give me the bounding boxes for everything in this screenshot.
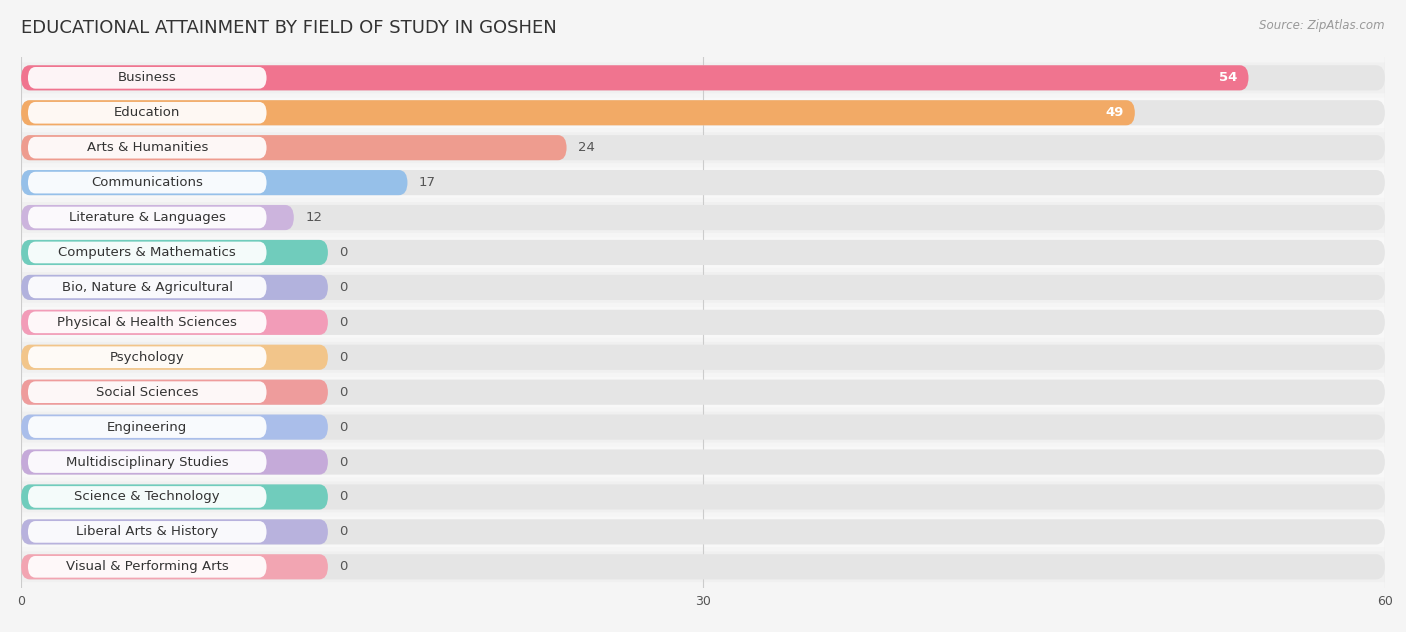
FancyBboxPatch shape	[21, 205, 1385, 230]
FancyBboxPatch shape	[21, 275, 328, 300]
Text: Communications: Communications	[91, 176, 204, 189]
FancyBboxPatch shape	[28, 521, 267, 543]
FancyBboxPatch shape	[21, 415, 328, 440]
FancyBboxPatch shape	[28, 137, 267, 159]
FancyBboxPatch shape	[21, 344, 1385, 370]
FancyBboxPatch shape	[28, 451, 267, 473]
Text: 0: 0	[339, 316, 347, 329]
FancyBboxPatch shape	[28, 172, 267, 193]
FancyBboxPatch shape	[21, 310, 1385, 335]
FancyBboxPatch shape	[21, 205, 294, 230]
FancyBboxPatch shape	[21, 484, 328, 509]
FancyBboxPatch shape	[21, 240, 328, 265]
FancyBboxPatch shape	[21, 135, 1385, 161]
FancyBboxPatch shape	[21, 167, 1385, 198]
Text: Multidisciplinary Studies: Multidisciplinary Studies	[66, 456, 229, 468]
FancyBboxPatch shape	[21, 520, 1385, 544]
Text: Psychology: Psychology	[110, 351, 184, 364]
FancyBboxPatch shape	[21, 97, 1385, 128]
FancyBboxPatch shape	[21, 275, 1385, 300]
Text: 0: 0	[339, 525, 347, 538]
FancyBboxPatch shape	[21, 484, 1385, 509]
FancyBboxPatch shape	[21, 380, 328, 404]
Text: Literature & Languages: Literature & Languages	[69, 211, 226, 224]
FancyBboxPatch shape	[21, 447, 1385, 477]
FancyBboxPatch shape	[21, 520, 328, 544]
FancyBboxPatch shape	[21, 240, 1385, 265]
Text: Arts & Humanities: Arts & Humanities	[87, 141, 208, 154]
FancyBboxPatch shape	[21, 554, 1385, 580]
FancyBboxPatch shape	[28, 312, 267, 333]
FancyBboxPatch shape	[21, 100, 1385, 125]
FancyBboxPatch shape	[21, 100, 1135, 125]
FancyBboxPatch shape	[21, 377, 1385, 408]
FancyBboxPatch shape	[21, 63, 1385, 93]
Text: Liberal Arts & History: Liberal Arts & History	[76, 525, 218, 538]
FancyBboxPatch shape	[21, 380, 1385, 404]
FancyBboxPatch shape	[28, 67, 267, 88]
FancyBboxPatch shape	[21, 202, 1385, 233]
FancyBboxPatch shape	[21, 237, 1385, 268]
FancyBboxPatch shape	[21, 65, 1249, 90]
Text: 17: 17	[419, 176, 436, 189]
FancyBboxPatch shape	[28, 416, 267, 438]
Text: Physical & Health Sciences: Physical & Health Sciences	[58, 316, 238, 329]
FancyBboxPatch shape	[21, 554, 328, 580]
Text: EDUCATIONAL ATTAINMENT BY FIELD OF STUDY IN GOSHEN: EDUCATIONAL ATTAINMENT BY FIELD OF STUDY…	[21, 19, 557, 37]
Text: 49: 49	[1105, 106, 1123, 119]
FancyBboxPatch shape	[28, 556, 267, 578]
Text: 0: 0	[339, 421, 347, 434]
FancyBboxPatch shape	[21, 344, 328, 370]
Text: Social Sciences: Social Sciences	[96, 386, 198, 399]
FancyBboxPatch shape	[28, 241, 267, 264]
Text: Education: Education	[114, 106, 180, 119]
FancyBboxPatch shape	[21, 65, 1385, 90]
FancyBboxPatch shape	[21, 310, 328, 335]
FancyBboxPatch shape	[21, 272, 1385, 303]
FancyBboxPatch shape	[21, 482, 1385, 513]
FancyBboxPatch shape	[28, 277, 267, 298]
FancyBboxPatch shape	[28, 102, 267, 124]
Text: 0: 0	[339, 456, 347, 468]
Text: 0: 0	[339, 490, 347, 504]
FancyBboxPatch shape	[21, 135, 567, 161]
Text: 0: 0	[339, 246, 347, 259]
FancyBboxPatch shape	[21, 170, 408, 195]
Text: 24: 24	[578, 141, 595, 154]
FancyBboxPatch shape	[28, 486, 267, 507]
FancyBboxPatch shape	[21, 415, 1385, 440]
Text: 0: 0	[339, 281, 347, 294]
FancyBboxPatch shape	[28, 346, 267, 368]
Text: Engineering: Engineering	[107, 421, 187, 434]
FancyBboxPatch shape	[21, 170, 1385, 195]
Text: Bio, Nature & Agricultural: Bio, Nature & Agricultural	[62, 281, 233, 294]
FancyBboxPatch shape	[21, 516, 1385, 547]
Text: Business: Business	[118, 71, 177, 84]
Text: Computers & Mathematics: Computers & Mathematics	[59, 246, 236, 259]
FancyBboxPatch shape	[21, 552, 1385, 582]
FancyBboxPatch shape	[21, 307, 1385, 337]
Text: 0: 0	[339, 386, 347, 399]
FancyBboxPatch shape	[28, 207, 267, 228]
FancyBboxPatch shape	[21, 411, 1385, 442]
FancyBboxPatch shape	[21, 449, 1385, 475]
Text: 54: 54	[1219, 71, 1237, 84]
Text: 0: 0	[339, 561, 347, 573]
FancyBboxPatch shape	[21, 342, 1385, 373]
Text: 0: 0	[339, 351, 347, 364]
Text: Visual & Performing Arts: Visual & Performing Arts	[66, 561, 229, 573]
FancyBboxPatch shape	[21, 132, 1385, 163]
Text: Science & Technology: Science & Technology	[75, 490, 221, 504]
Text: 12: 12	[305, 211, 322, 224]
FancyBboxPatch shape	[21, 449, 328, 475]
Text: Source: ZipAtlas.com: Source: ZipAtlas.com	[1260, 19, 1385, 32]
FancyBboxPatch shape	[28, 381, 267, 403]
